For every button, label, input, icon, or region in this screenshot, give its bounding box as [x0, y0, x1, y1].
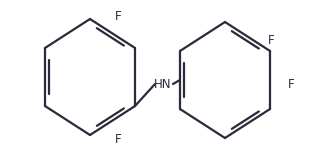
Text: F: F: [115, 133, 121, 146]
Text: F: F: [268, 33, 275, 46]
Text: F: F: [115, 10, 121, 23]
Text: F: F: [288, 78, 294, 91]
Text: HN: HN: [154, 78, 172, 91]
